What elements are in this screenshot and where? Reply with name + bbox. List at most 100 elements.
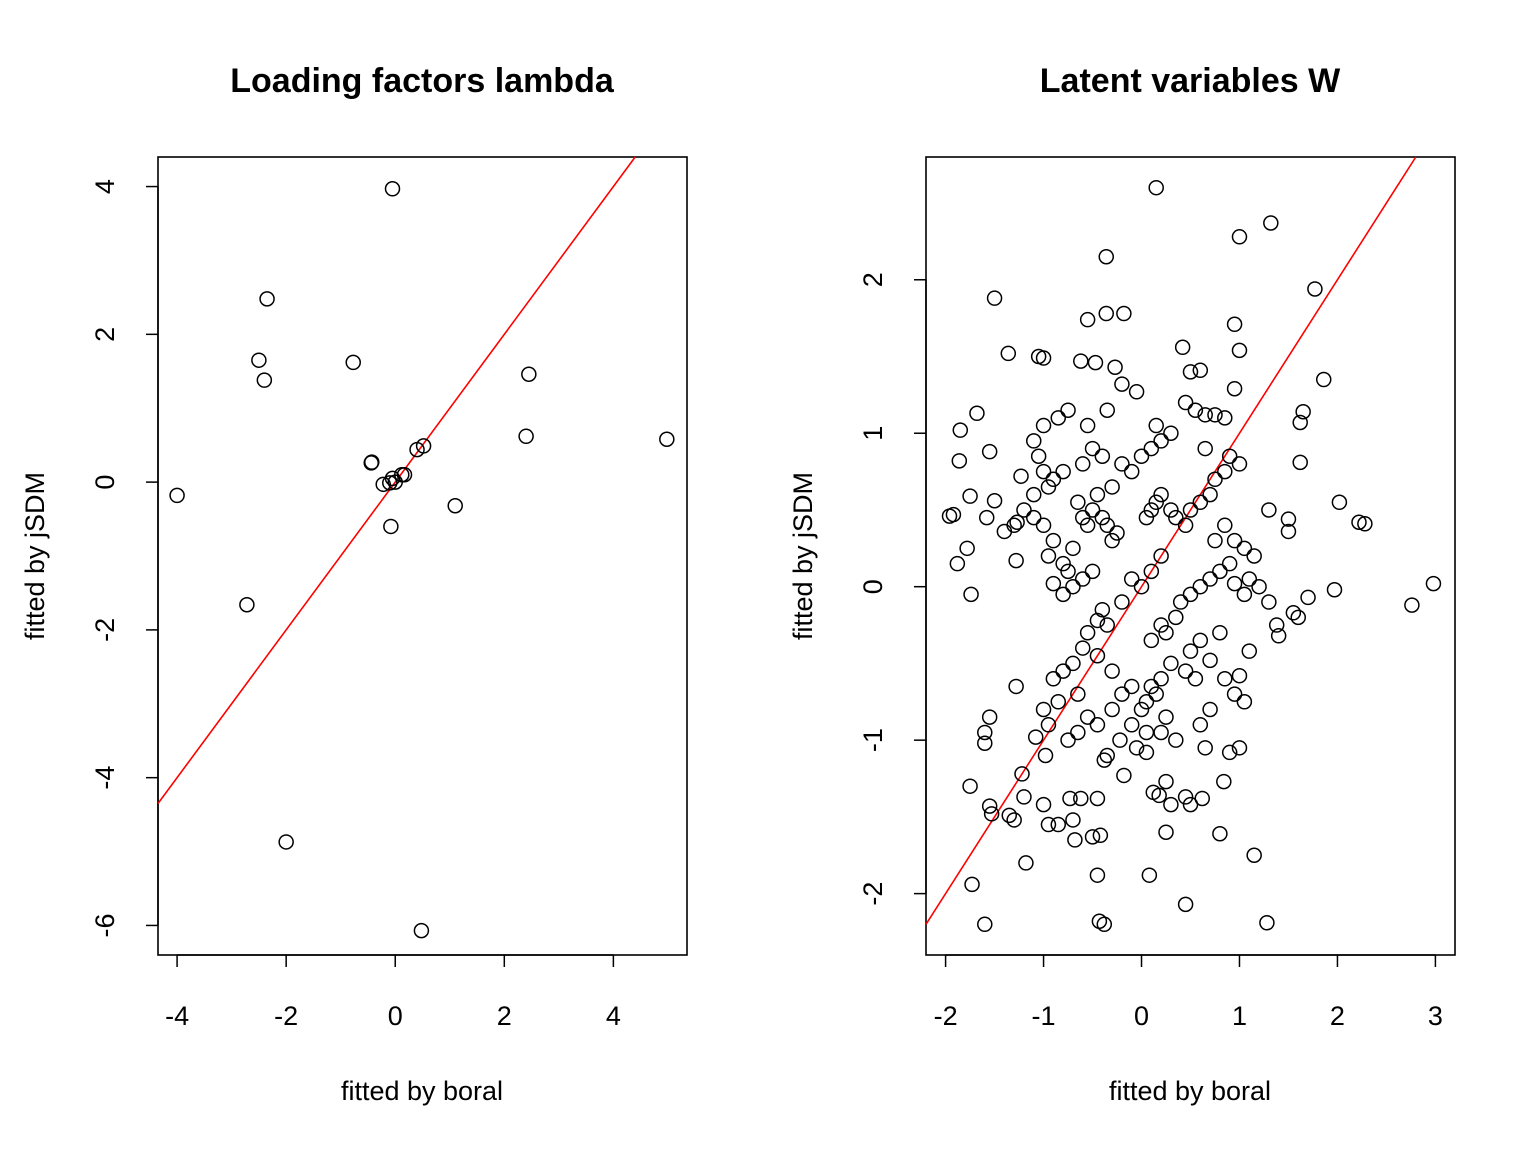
scatter-point xyxy=(1013,468,1029,484)
scatter-point xyxy=(1050,410,1066,426)
scatter-point xyxy=(1307,281,1323,297)
scatter-point xyxy=(1351,514,1367,530)
scatter-point xyxy=(1084,563,1101,580)
scatter-point xyxy=(1153,617,1169,633)
scatter-point xyxy=(1236,540,1253,557)
panel-latent-variables: Latent variables W fitted by boral fitte… xyxy=(788,62,1456,1106)
scatter-point xyxy=(1114,594,1130,610)
scatter-point xyxy=(963,586,979,603)
scatter-point xyxy=(1098,305,1115,322)
identity-line xyxy=(925,156,1417,925)
x-tick-label: 2 xyxy=(1330,1001,1345,1031)
scatter-point xyxy=(1148,179,1164,196)
scatter-point xyxy=(1168,509,1184,526)
scatter-point xyxy=(1089,717,1106,733)
scatter-point xyxy=(1163,655,1179,672)
scatter-point xyxy=(251,352,267,368)
scatter-point xyxy=(1133,701,1150,718)
scatter-point xyxy=(1074,509,1091,526)
scatter-points xyxy=(925,156,1442,933)
scatter-point xyxy=(1138,509,1155,526)
scatter-point xyxy=(1182,643,1199,659)
chart-title: Loading factors lambda xyxy=(230,62,615,100)
scatter-point xyxy=(278,834,294,850)
scatter-point xyxy=(1104,701,1120,718)
scatter-point xyxy=(1326,582,1343,598)
scatter-point xyxy=(981,443,998,460)
scatter-point xyxy=(1099,747,1115,764)
y-tick-label: 2 xyxy=(858,272,888,287)
scatter-point xyxy=(1192,632,1209,649)
scatter-point xyxy=(1151,787,1167,804)
scatter-point xyxy=(1153,548,1169,564)
scatter-point xyxy=(169,487,185,504)
scatter-point xyxy=(1037,747,1054,764)
scatter-point xyxy=(1268,617,1285,633)
scatter-point xyxy=(1217,517,1233,534)
scatter-point xyxy=(1084,829,1101,845)
scatter-point xyxy=(964,876,980,893)
scatter-point xyxy=(1212,624,1228,641)
scatter-point xyxy=(1285,605,1302,621)
scatter-point xyxy=(1035,701,1052,718)
scatter-point xyxy=(1079,417,1096,434)
scatter-point xyxy=(977,916,993,933)
scatter-point xyxy=(1177,663,1194,679)
scatter-point xyxy=(409,441,425,458)
scatter-point xyxy=(1045,575,1062,592)
scatter-point xyxy=(1143,440,1160,457)
scatter-point xyxy=(1055,463,1071,480)
scatter-point xyxy=(1040,479,1057,495)
scatter-point xyxy=(1259,915,1275,931)
scatter-point xyxy=(383,518,399,535)
scatter-point xyxy=(1202,701,1218,718)
scatter-point xyxy=(1221,555,1238,572)
scatter-point xyxy=(1202,571,1218,587)
scatter-point xyxy=(1109,525,1125,541)
scatter-point xyxy=(1315,371,1332,388)
scatter-point xyxy=(1163,425,1179,441)
scatter-point xyxy=(1182,502,1199,518)
scatter-point xyxy=(1153,433,1169,449)
scatter-point xyxy=(1104,663,1120,679)
scatter-point xyxy=(969,405,985,422)
scatter-point xyxy=(1207,407,1223,423)
scatter-point xyxy=(1040,717,1057,733)
scatter-point xyxy=(1060,402,1076,418)
x-axis-label: fitted by boral xyxy=(341,1076,503,1106)
scatter-point xyxy=(1221,448,1238,464)
scatter-point xyxy=(1123,463,1140,480)
scatter-point xyxy=(1035,417,1052,434)
scatter-point xyxy=(387,474,403,490)
scatter-point xyxy=(1074,640,1091,656)
scatter-point xyxy=(1226,532,1243,549)
scatter-point xyxy=(1050,694,1066,710)
plot-frame xyxy=(157,156,688,956)
scatter-point xyxy=(981,709,998,725)
scatter-point xyxy=(1055,586,1071,603)
x-tick-label: -2 xyxy=(934,1001,958,1031)
scatter-point xyxy=(382,475,398,491)
scatter-point xyxy=(1035,350,1052,366)
scatter-point xyxy=(1270,628,1287,644)
scatter-point xyxy=(1123,717,1140,733)
scatter-point xyxy=(1300,589,1316,606)
x-tick-label: -2 xyxy=(274,1001,298,1031)
scatter-point xyxy=(1065,540,1081,557)
scatter-point xyxy=(1292,454,1308,471)
scatter-point xyxy=(1096,916,1113,933)
scatter-point xyxy=(659,431,675,448)
scatter-point xyxy=(1116,305,1132,322)
scatter-point xyxy=(1236,694,1253,710)
scatter-point xyxy=(1261,594,1277,610)
scatter-point xyxy=(1153,671,1169,687)
scatter-point xyxy=(1040,816,1057,833)
scatter-point xyxy=(1182,796,1199,813)
scatter-point xyxy=(1212,563,1228,580)
scatter-point xyxy=(1138,744,1155,761)
scatter-point xyxy=(1050,816,1066,833)
scatter-point xyxy=(1089,867,1106,883)
x-tick-label: 0 xyxy=(388,1001,403,1031)
scatter-point xyxy=(986,493,1003,509)
scatter-point xyxy=(962,778,978,794)
